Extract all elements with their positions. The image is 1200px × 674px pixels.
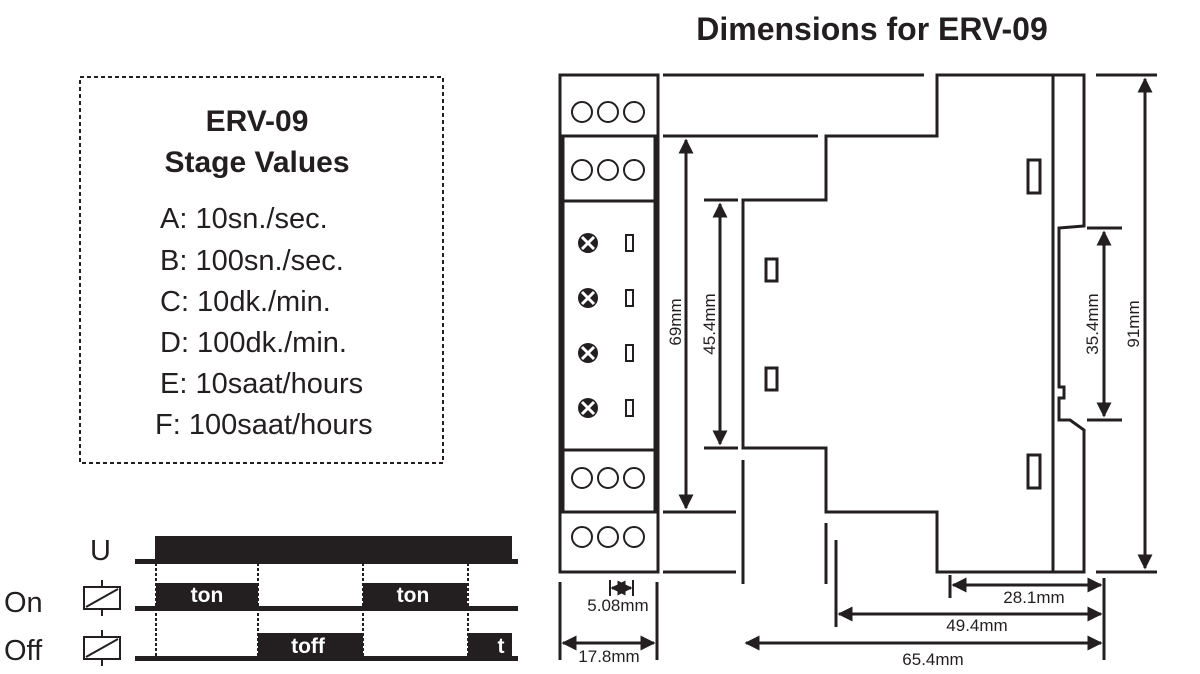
dim-label-91: 91mm [1124, 300, 1143, 347]
stage-item-f: F: 100saat/hours [155, 409, 373, 441]
off-pulse [258, 633, 363, 659]
stage-box-title: ERV-09 [206, 105, 309, 138]
stage-item-e: E: 10saat/hours [160, 368, 363, 400]
off-label: toff [291, 635, 326, 658]
relay-coil-icon [83, 580, 121, 616]
dim-label-28-1: 28.1mm [1003, 588, 1064, 607]
terminal-screw-icon [571, 467, 593, 489]
stage-item-b: B: 100sn./sec. [160, 245, 344, 277]
potentiometer-icon [578, 398, 634, 418]
on-label: ton [191, 584, 224, 607]
dim-label-5-08: 5.08mm [587, 596, 648, 615]
side-view [663, 73, 1086, 584]
stage-item-d: D: 100dk./min. [160, 327, 347, 359]
potentiometer-icon [578, 343, 634, 363]
potentiometer-icon [578, 233, 634, 253]
row-label-u: U [90, 535, 111, 567]
dimensions-title: Dimensions for ERV-09 [696, 11, 1048, 47]
on-baseline [135, 606, 518, 611]
stage-item-c: C: 10dk./min. [160, 286, 331, 318]
u-baseline [135, 559, 518, 564]
on-label: ton [397, 584, 430, 607]
off-label: t [498, 635, 505, 658]
stage-item-a: A: 10sn./sec. [160, 203, 328, 235]
row-label-off: Off [4, 635, 43, 667]
terminal-screw-icon [571, 101, 593, 123]
dim-label-65-4: 65.4mm [902, 650, 963, 669]
dim-label-49-4: 49.4mm [946, 616, 1007, 635]
row-label-on: On [4, 587, 43, 619]
front-view [558, 73, 660, 574]
dim-label-35-4: 35.4mm [1083, 293, 1102, 354]
terminal-screw-icon [571, 526, 593, 548]
potentiometer-icons [578, 233, 634, 418]
dim-label-69: 69mm [666, 298, 685, 345]
potentiometer-icon [578, 288, 634, 308]
terminal-screw-icon [571, 159, 593, 181]
on-pulse [156, 583, 258, 609]
stage-values-box: ERV-09 Stage Values A: 10sn./sec. B: 100… [79, 76, 444, 464]
dim-label-17-8: 17.8mm [578, 647, 639, 666]
timing-diagram: U On Off ton ton [4, 535, 518, 667]
u-supply-bar [155, 536, 512, 561]
dim-label-45-4: 45.4mm [700, 293, 719, 354]
relay-coil-icon [83, 630, 121, 666]
dimension-lines [558, 73, 1157, 660]
on-pulse [363, 583, 467, 609]
off-pulse [468, 633, 512, 659]
stage-box-subtitle: Stage Values [164, 146, 349, 179]
